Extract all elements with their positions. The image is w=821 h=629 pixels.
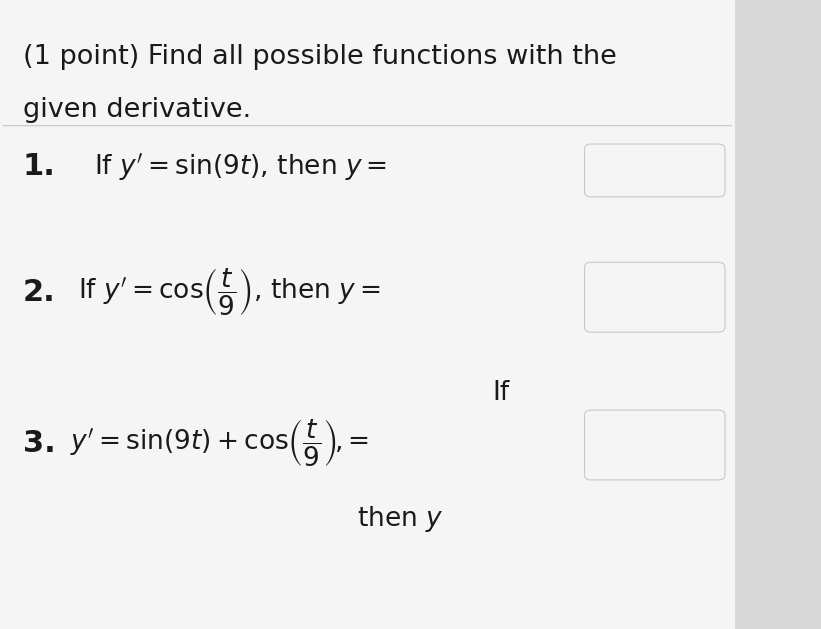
Bar bbox=[0, 0, 735, 629]
FancyArrowPatch shape bbox=[2, 125, 732, 126]
FancyBboxPatch shape bbox=[585, 262, 725, 332]
FancyBboxPatch shape bbox=[585, 410, 725, 480]
Text: 2.: 2. bbox=[23, 278, 56, 307]
Text: then $y$: then $y$ bbox=[357, 504, 443, 534]
Text: $y' = \sin(9t) + \cos\!\left(\dfrac{t}{9}\right)\!,$=: $y' = \sin(9t) + \cos\!\left(\dfrac{t}{9… bbox=[70, 418, 369, 469]
Text: If $y' = \cos\!\left(\dfrac{t}{9}\right)$, then $y=$: If $y' = \cos\!\left(\dfrac{t}{9}\right)… bbox=[78, 267, 380, 318]
Text: given derivative.: given derivative. bbox=[23, 97, 251, 123]
Text: 1.: 1. bbox=[23, 152, 56, 181]
Text: If: If bbox=[493, 380, 510, 406]
Bar bbox=[735, 0, 821, 629]
FancyBboxPatch shape bbox=[585, 144, 725, 197]
Text: (1 point) Find all possible functions with the: (1 point) Find all possible functions wi… bbox=[23, 44, 617, 70]
Text: 3.: 3. bbox=[23, 429, 56, 458]
Text: If $y' = \sin(9t)$, then $y=$: If $y' = \sin(9t)$, then $y=$ bbox=[94, 151, 388, 182]
